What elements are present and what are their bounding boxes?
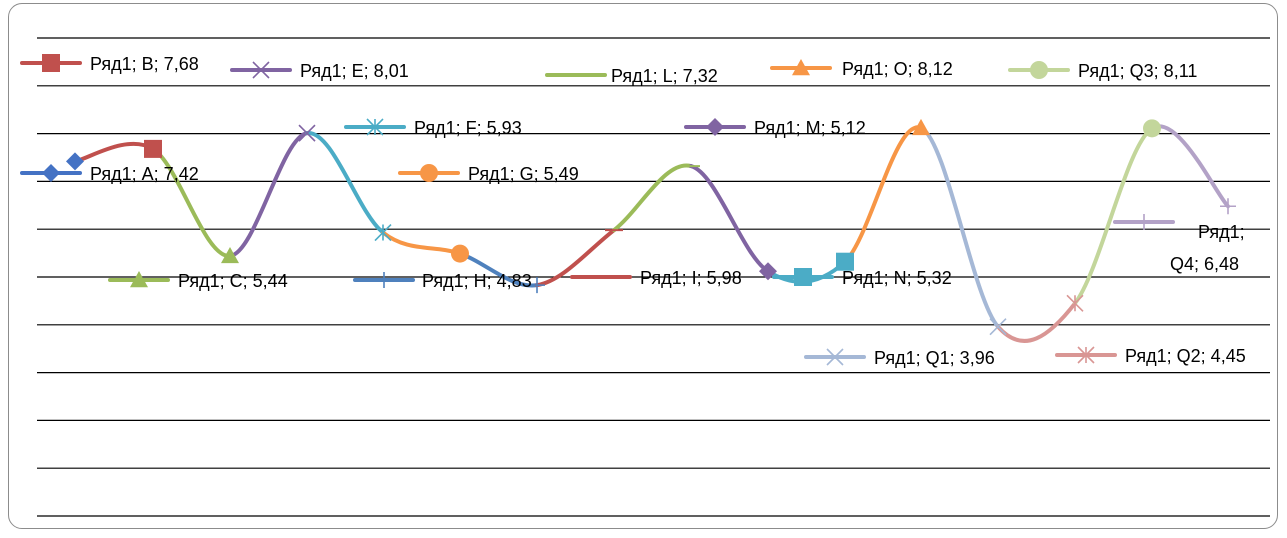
data-label: Ряд1; Q3; 8,11: [1008, 61, 1197, 81]
data-points: [66, 118, 1236, 336]
data-point-marker: [376, 272, 392, 288]
data-point-marker: [826, 348, 844, 366]
line-segment: [73, 141, 155, 164]
data-point-marker: [989, 318, 1007, 336]
data-label-text: Q4; 6,48: [1170, 254, 1239, 274]
data-label-text: Ряд1; G; 5,49: [468, 164, 579, 184]
line-segment: [612, 163, 693, 233]
line-segment: [919, 125, 1000, 329]
data-label: Ряд1; M; 5,12: [684, 118, 866, 138]
data-label-text: Ряд1; N; 5,32: [842, 268, 952, 288]
data-label-text: Ряд1; Q2; 4,45: [1125, 346, 1246, 366]
data-point-marker: [420, 164, 438, 182]
series-line: [73, 124, 1230, 343]
data-point-marker: [144, 139, 162, 158]
line-segment: [305, 131, 385, 235]
data-point-marker: [42, 164, 60, 182]
data-point-marker: [706, 118, 724, 136]
data-label: Ряд1; I; 5,98: [570, 268, 742, 288]
data-label-text: Ряд1; I; 5,98: [640, 268, 742, 288]
data-label: Ряд1; Q1; 3,96: [804, 348, 995, 368]
line-segment: [1073, 126, 1154, 306]
data-point-marker: [794, 268, 812, 286]
data-point-marker: [912, 118, 930, 136]
data-point-marker: [298, 124, 316, 142]
data-point-marker: [252, 61, 270, 79]
data-label: Ряд1; A; 7,42: [20, 164, 199, 184]
data-label: Ряд1; E; 8,01: [230, 61, 409, 81]
data-point-marker: [792, 59, 810, 76]
line-segment: [996, 301, 1077, 343]
data-label-text: Ряд1; H; 4,83: [422, 271, 532, 291]
data-label: Ряд1; C; 5,44: [108, 271, 288, 291]
data-label: Ряд1; B; 7,68: [20, 54, 199, 74]
data-point-marker: [1030, 61, 1048, 79]
line-segment: [228, 131, 309, 258]
data-label-text: Ряд1; L; 7,32: [611, 66, 718, 86]
data-label-text: Ряд1; Q3; 8,11: [1078, 61, 1197, 81]
data-label: Ряд1; Q4; 6,48: [1113, 214, 1245, 274]
data-label: Ряд1; L; 7,32: [545, 66, 718, 86]
data-point-marker: [42, 54, 60, 72]
data-label-text: Ряд1; A; 7,42: [90, 164, 199, 184]
data-label: Ряд1; H; 4,83: [353, 271, 532, 291]
data-label: Ряд1; O; 8,12: [770, 59, 953, 79]
line-segment: [843, 125, 923, 264]
data-point-marker: [130, 271, 148, 288]
data-point-marker: [1077, 346, 1095, 364]
data-point-marker: [529, 277, 545, 294]
data-label-text: Ряд1; C; 5,44: [178, 271, 288, 291]
data-point-marker: [366, 118, 384, 136]
data-label: Ряд1; F; 5,93: [344, 118, 522, 138]
data-label-text: Ряд1; M; 5,12: [754, 118, 866, 138]
data-label: Ряд1; N; 5,32: [772, 268, 952, 288]
data-labels: Ряд1; A; 7,42 Ряд1; B; 7,68 Ряд1; C; 5,44 Р…: [20, 54, 1246, 368]
data-label: Ряд1; G; 5,49: [398, 164, 579, 184]
data-label-text: Ряд1; Q1; 3,96: [874, 348, 995, 368]
data-point-marker: [66, 152, 84, 171]
data-point-marker: [451, 244, 469, 263]
data-point-marker: [221, 246, 239, 264]
chart-frame: [8, 3, 1278, 529]
data-point-marker: [1220, 198, 1236, 215]
data-point-marker: [1066, 294, 1084, 312]
line-segment: [689, 164, 770, 274]
data-label-text: Ряд1; B; 7,68: [90, 54, 199, 74]
line-segment: [1150, 124, 1230, 209]
data-point-marker: [1136, 214, 1152, 230]
data-point-marker: [374, 223, 392, 242]
data-label: Ряд1; Q2; 4,45: [1055, 346, 1246, 366]
data-point-marker: [836, 252, 854, 271]
data-label-text: Ряд1; E; 8,01: [300, 61, 409, 81]
line-segment: [381, 230, 462, 256]
data-label-text: Ряд1; F; 5,93: [414, 118, 522, 138]
line-segment: [535, 228, 616, 288]
data-point-marker: [1143, 119, 1161, 138]
data-label-text: Ряд1;: [1198, 222, 1245, 242]
data-label-text: Ряд1; O; 8,12: [842, 59, 953, 79]
gridlines: [37, 37, 1270, 517]
